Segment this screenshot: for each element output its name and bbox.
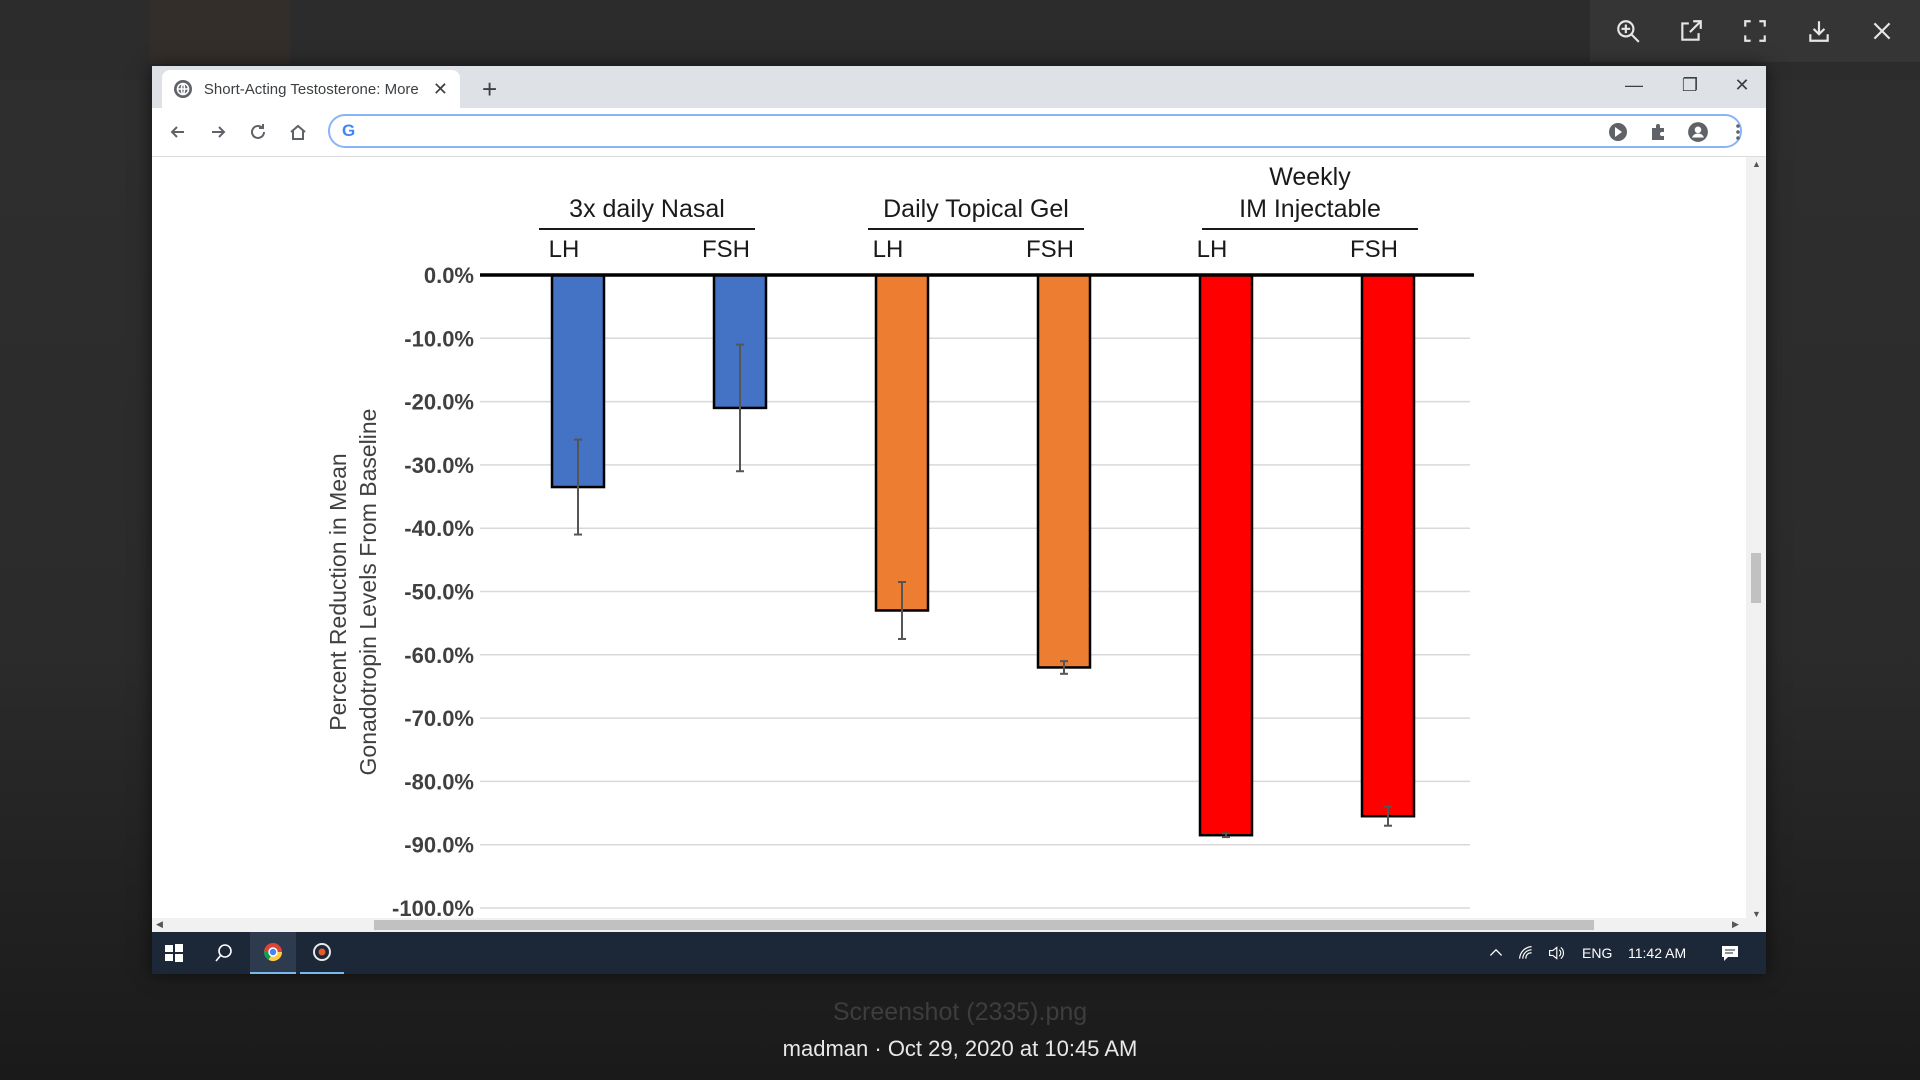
category-label: FSH (1026, 236, 1074, 263)
y-tick-label: -80.0% (404, 769, 474, 794)
category-label: LH (873, 236, 904, 263)
category-label: FSH (702, 236, 750, 263)
group-label: Weekly (1269, 163, 1351, 191)
scroll-left-icon[interactable]: ◀ (156, 919, 163, 929)
volume-icon[interactable] (1544, 932, 1568, 974)
windows-start-icon[interactable] (152, 932, 196, 974)
tab-title: Short-Acting Testosterone: More (203, 80, 419, 98)
y-tick-label: -60.0% (404, 643, 474, 668)
scroll-down-icon[interactable]: ▼ (1752, 909, 1761, 919)
extensions-puzzle-icon[interactable] (1644, 118, 1672, 146)
address-bar[interactable]: G (328, 114, 1742, 148)
open-external-icon[interactable] (1671, 11, 1711, 51)
viewer-thumbnail[interactable] (150, 0, 290, 64)
y-axis-label: Percent Reduction in Mean Gonadotropin Le… (325, 409, 381, 776)
viewer-toolbar (1590, 0, 1920, 62)
horizontal-scroll-thumb[interactable] (374, 920, 1594, 930)
y-tick-label: -70.0% (404, 706, 474, 731)
tab-close-icon[interactable]: ✕ (432, 78, 448, 99)
scroll-right-icon[interactable]: ▶ (1732, 919, 1739, 929)
taskbar-chrome-icon[interactable] (250, 932, 296, 974)
bar (1360, 273, 1416, 818)
bar (1198, 273, 1254, 837)
search-icon[interactable] (202, 932, 246, 974)
reload-icon[interactable] (244, 118, 272, 146)
minimize-icon[interactable]: — (1625, 74, 1643, 95)
scroll-up-icon[interactable]: ▲ (1752, 159, 1761, 169)
group-label: 3x daily Nasal (569, 195, 725, 223)
window-close-icon[interactable]: ✕ (1734, 74, 1750, 95)
notifications-icon[interactable] (1712, 932, 1748, 974)
windows-taskbar: ENG 11:42 AM (152, 932, 1766, 974)
y-tick-label: -100.0% (392, 896, 474, 918)
download-icon[interactable] (1799, 11, 1839, 51)
taskbar-clock[interactable]: 11:42 AM (1628, 945, 1687, 961)
y-tick-label: -90.0% (404, 833, 474, 858)
home-icon[interactable] (284, 118, 312, 146)
y-tick-label: -40.0% (404, 516, 474, 541)
category-label: LH (549, 236, 580, 263)
close-icon[interactable] (1862, 11, 1902, 51)
new-tab-button[interactable]: + (482, 74, 498, 104)
viewer-caption: madman · Oct 29, 2020 at 10:45 AM (782, 1036, 1138, 1061)
forward-icon[interactable] (204, 118, 232, 146)
more-menu-icon[interactable] (1724, 118, 1752, 146)
bar (1036, 273, 1092, 669)
category-label: LH (1197, 236, 1228, 263)
page-content: 0.0% -10.0% -20.0% -30.0% -40.0% -50.0% -60.0%… (152, 157, 1746, 918)
chevron-up-icon[interactable] (1484, 932, 1508, 974)
profile-avatar-icon[interactable] (1684, 118, 1712, 146)
google-logo-icon: G (342, 121, 356, 140)
bar (874, 273, 930, 612)
browser-window: Short-Acting Testosterone: More ✕ + — ❐ … (152, 66, 1766, 974)
bar-chart: 0.0% -10.0% -20.0% -30.0% -40.0% -50.0% -60.0%… (325, 163, 1474, 918)
horizontal-scrollbar[interactable]: ◀ ▶ (152, 918, 1746, 932)
group-label: IM Injectable (1239, 195, 1381, 223)
category-label: FSH (1350, 236, 1398, 263)
zoom-in-icon[interactable] (1608, 11, 1648, 51)
y-tick-label: 0.0% (424, 263, 474, 288)
wifi-icon[interactable] (1514, 932, 1538, 974)
tab-strip: Short-Acting Testosterone: More ✕ + — ❐ … (152, 66, 1766, 108)
viewer-filename: Screenshot (2335).png (832, 998, 1088, 1026)
globe-icon (174, 80, 192, 98)
fullscreen-icon[interactable] (1735, 11, 1775, 51)
restore-icon[interactable]: ❐ (1681, 74, 1699, 95)
taskbar-app-icon[interactable] (300, 932, 344, 974)
back-icon[interactable] (164, 118, 192, 146)
y-tick-label: -50.0% (404, 580, 474, 605)
y-tick-label: -10.0% (404, 326, 474, 351)
vertical-scrollbar[interactable]: ▲ ▼ (1746, 157, 1766, 932)
vertical-scroll-thumb[interactable] (1751, 553, 1761, 603)
extension-badge-icon[interactable] (1604, 118, 1632, 146)
browser-toolbar: G (152, 108, 1766, 157)
y-tick-label: -20.0% (404, 390, 474, 415)
browser-tab[interactable]: Short-Acting Testosterone: More ✕ (162, 70, 460, 108)
group-label: Daily Topical Gel (883, 195, 1069, 223)
language-indicator[interactable]: ENG (1582, 945, 1613, 961)
y-tick-label: -30.0% (404, 453, 474, 478)
